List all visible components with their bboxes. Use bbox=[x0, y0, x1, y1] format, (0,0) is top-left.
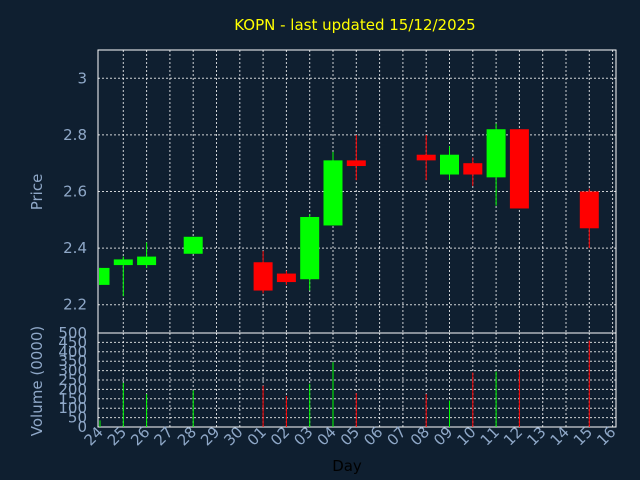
price-tick-label: 2.2 bbox=[63, 296, 87, 314]
volume-tick-label: 300 bbox=[58, 362, 87, 380]
candle-body-09 bbox=[440, 154, 459, 175]
candle-body-04 bbox=[323, 160, 343, 226]
volume-axis-label: Volume (0000) bbox=[28, 326, 46, 436]
price-tick-label: 3 bbox=[77, 69, 87, 87]
candle-body-24 bbox=[99, 267, 110, 285]
price-tick-label: 2.4 bbox=[63, 239, 87, 257]
volume-tick-label: 350 bbox=[58, 352, 87, 370]
x-axis-ticks: 2425262728293001020304050607080910111213… bbox=[81, 423, 620, 449]
volume-tick-label: 450 bbox=[58, 333, 87, 351]
volume-tick-label: 250 bbox=[58, 371, 87, 389]
chart-title: KOPN - last updated 15/12/2025 bbox=[234, 16, 475, 34]
price-grid bbox=[98, 50, 616, 333]
candle-body-08 bbox=[416, 154, 436, 161]
candle-body-26 bbox=[137, 256, 157, 266]
candle-body-02 bbox=[276, 273, 296, 283]
candle-body-25 bbox=[113, 259, 133, 266]
volume-tick-label: 0 bbox=[77, 418, 87, 436]
volume-tick-label: 50 bbox=[68, 409, 87, 427]
candles bbox=[99, 123, 599, 297]
volume-tick-label: 400 bbox=[58, 343, 87, 361]
volume-tick-label: 100 bbox=[58, 399, 87, 417]
price-panel: 2.2 2.4 2.6 2.8 3 bbox=[63, 49, 617, 334]
candle-body-15 bbox=[579, 191, 599, 229]
candle-body-12 bbox=[509, 129, 529, 209]
candle-body-03 bbox=[300, 216, 320, 280]
volume-tick-label: 150 bbox=[58, 390, 87, 408]
candle-body-10 bbox=[463, 163, 483, 175]
volume-grid bbox=[98, 332, 616, 428]
candle-body-01 bbox=[253, 262, 273, 291]
candle-body-11 bbox=[486, 129, 506, 178]
x-axis-label: Day bbox=[332, 457, 362, 475]
candle-body-28 bbox=[183, 236, 203, 254]
price-tick-label: 2.6 bbox=[63, 183, 87, 201]
price-y-ticks: 2.2 2.4 2.6 2.8 3 bbox=[63, 69, 87, 313]
volume-tick-label: 200 bbox=[58, 380, 87, 398]
candle-body-05 bbox=[346, 160, 366, 167]
price-tick-label: 2.8 bbox=[63, 126, 87, 144]
price-axis-label: Price bbox=[28, 174, 46, 211]
volume-bars bbox=[99, 340, 590, 427]
volume-tick-label: 500 bbox=[58, 324, 87, 342]
